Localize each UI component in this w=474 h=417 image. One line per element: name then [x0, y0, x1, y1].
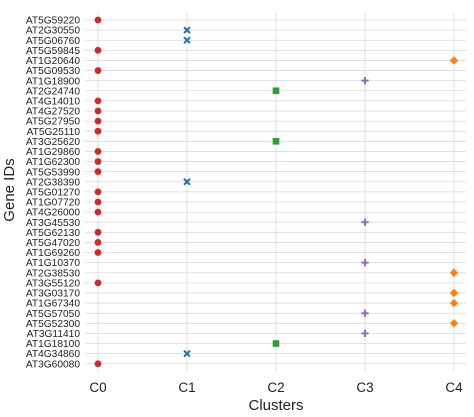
x-tick-labels: C0 C1 C2 C3 C4 [89, 380, 463, 395]
y-tick-label: AT4G27520 [26, 107, 81, 118]
y-tick-label: AT5G06760 [26, 36, 81, 47]
grid-lines [85, 12, 466, 372]
y-tick-label: AT1G20640 [26, 56, 81, 67]
data-point-c3 [361, 329, 369, 338]
y-tick-label: AT5G53990 [26, 167, 81, 178]
y-tick-label: AT5G47020 [26, 238, 81, 249]
data-point-c3 [361, 77, 369, 85]
data-point-c0 [94, 158, 102, 165]
x-axis-label: Clusters [248, 397, 303, 414]
data-point-c0 [94, 239, 102, 246]
data-points [94, 16, 459, 368]
data-point-c0 [94, 127, 102, 135]
y-tick-label: AT5G52300 [26, 319, 81, 330]
data-point-c2 [272, 138, 280, 145]
y-tick-label: AT1G07720 [26, 198, 81, 209]
data-point-c0 [94, 208, 102, 216]
y-tick-label: AT3G11410 [27, 329, 81, 340]
data-point-c4 [449, 319, 459, 328]
y-tick-label: AT3G55120 [26, 278, 81, 289]
y-tick-label: AT5G59845 [26, 46, 81, 57]
data-point-c3 [361, 218, 369, 226]
data-point-c4 [449, 288, 459, 298]
data-point-c0 [94, 16, 102, 24]
y-tick-label: AT1G18100 [26, 339, 81, 350]
y-tick-label: AT5G57050 [26, 309, 81, 320]
data-point-c0 [94, 97, 102, 105]
data-point-c0 [94, 117, 102, 125]
data-point-c0 [94, 107, 102, 115]
data-point-c0 [94, 46, 102, 54]
data-point-c1 [183, 349, 191, 358]
y-tick-label: AT1G69260 [26, 248, 81, 259]
data-point-c0 [94, 198, 102, 206]
y-tick-labels: AT5G59220AT2G30550AT5G06760AT5G59845AT1G… [26, 16, 81, 371]
data-point-c2 [272, 340, 280, 347]
y-tick-label: AT2G30550 [26, 26, 81, 37]
data-point-c2 [272, 87, 280, 95]
y-tick-label: AT2G24740 [26, 86, 81, 97]
data-point-c0 [94, 279, 102, 287]
y-tick-label: AT1G29860 [26, 147, 81, 158]
y-tick-label: AT2G38530 [26, 268, 81, 279]
x-tick-label: C2 [267, 380, 284, 395]
y-tick-label: AT1G62300 [26, 157, 81, 168]
y-tick-label: AT1G18900 [26, 76, 81, 87]
data-point-c0 [94, 168, 102, 176]
y-tick-label: AT5G25110 [27, 127, 81, 138]
data-point-c3 [361, 259, 369, 267]
y-tick-label: AT3G25620 [26, 137, 81, 148]
y-tick-label: AT5G62130 [26, 228, 81, 239]
y-tick-label: AT3G03170 [26, 289, 81, 300]
y-tick-label: AT5G59220 [26, 16, 81, 27]
x-tick-label: C1 [178, 380, 195, 395]
x-tick-label: C4 [445, 380, 463, 395]
y-tick-label: AT5G09530 [26, 66, 81, 77]
y-tick-label: AT3G45530 [26, 218, 81, 229]
y-tick-label: AT2G38390 [26, 177, 81, 188]
data-point-c4 [449, 298, 459, 308]
data-point-c1 [183, 26, 191, 34]
y-tick-label: AT3G60080 [26, 359, 81, 370]
y-tick-label: AT4G26000 [26, 208, 81, 219]
y-axis-label: Gene IDs [1, 158, 18, 221]
data-point-c4 [449, 268, 459, 277]
data-point-c0 [94, 228, 102, 236]
x-tick-label: C0 [89, 380, 106, 395]
y-tick-label: AT1G67340 [26, 299, 81, 310]
data-point-c0 [94, 67, 102, 74]
data-point-c1 [183, 36, 191, 44]
y-tick-label: AT4G34860 [26, 349, 81, 360]
data-point-c4 [449, 56, 459, 65]
data-point-c0 [94, 188, 102, 196]
x-tick-label: C3 [356, 380, 373, 395]
y-tick-label: AT5G27950 [26, 117, 81, 128]
y-tick-label: AT4G14010 [26, 96, 81, 107]
data-point-c0 [94, 360, 102, 368]
y-tick-label: AT5G01270 [26, 187, 81, 198]
data-point-c3 [361, 309, 369, 317]
data-point-c0 [94, 249, 102, 256]
data-point-c0 [94, 148, 102, 155]
y-tick-label: AT1G10370 [26, 258, 81, 269]
data-point-c1 [183, 178, 191, 186]
